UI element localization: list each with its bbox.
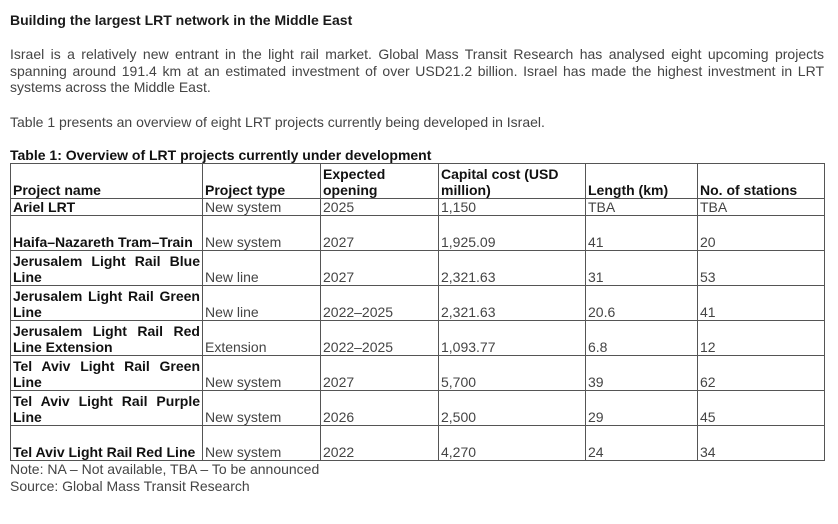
cell-project-name: Haifa–Nazareth Tram–Train bbox=[10, 215, 203, 251]
cell-stations: 20 bbox=[697, 215, 825, 251]
cell-project-type: New system bbox=[202, 215, 321, 251]
cell-length: 24 bbox=[585, 425, 698, 461]
table-caption: Table 1: Overview of LRT projects curren… bbox=[10, 147, 432, 163]
header-project-type: Project type bbox=[202, 163, 321, 199]
cell-project-type: New line bbox=[202, 285, 321, 321]
cell-capital-cost: 2,321.63 bbox=[438, 250, 586, 286]
cell-stations: 53 bbox=[697, 250, 825, 286]
cell-project-name: Tel Aviv Light Rail Purple Line bbox=[10, 390, 203, 426]
cell-length: 6.8 bbox=[585, 320, 698, 356]
header-stations: No. of stations bbox=[697, 163, 825, 199]
cell-project-type: New system bbox=[202, 425, 321, 461]
header-length: Length (km) bbox=[585, 163, 698, 199]
cell-expected-opening: 2025 bbox=[320, 198, 439, 216]
cell-expected-opening: 2027 bbox=[320, 355, 439, 391]
cell-project-name: Tel Aviv Light Rail Red Line bbox=[10, 425, 203, 461]
cell-expected-opening: 2022–2025 bbox=[320, 285, 439, 321]
cell-capital-cost: 2,321.63 bbox=[438, 285, 586, 321]
cell-stations: 41 bbox=[697, 285, 825, 321]
table-header-row: Project name Project type Expected openi… bbox=[10, 163, 825, 199]
cell-stations: 62 bbox=[697, 355, 825, 391]
cell-length: 39 bbox=[585, 355, 698, 391]
cell-capital-cost: 4,270 bbox=[438, 425, 586, 461]
cell-capital-cost: 2,500 bbox=[438, 390, 586, 426]
cell-length: 31 bbox=[585, 250, 698, 286]
cell-expected-opening: 2022 bbox=[320, 425, 439, 461]
cell-expected-opening: 2022–2025 bbox=[320, 320, 439, 356]
table-source: Source: Global Mass Transit Research bbox=[10, 477, 250, 494]
cell-stations: 12 bbox=[697, 320, 825, 356]
cell-expected-opening: 2026 bbox=[320, 390, 439, 426]
cell-length: 20.6 bbox=[585, 285, 698, 321]
header-project-name: Project name bbox=[10, 163, 203, 199]
cell-stations: TBA bbox=[697, 198, 825, 216]
table-intro-paragraph: Table 1 presents an overview of eight LR… bbox=[10, 113, 545, 130]
table-row: Tel Aviv Light Rail Green Line New syste… bbox=[10, 355, 825, 391]
table-row: Tel Aviv Light Rail Red Line New system … bbox=[10, 425, 825, 461]
cell-project-name: Jerusalem Light Rail Blue Line bbox=[10, 250, 203, 286]
cell-project-name: Jerusalem Light Rail Red Line Extension bbox=[10, 320, 203, 356]
cell-project-type: New system bbox=[202, 198, 321, 216]
table-row: Haifa–Nazareth Tram–Train New system 202… bbox=[10, 215, 825, 251]
cell-stations: 45 bbox=[697, 390, 825, 426]
cell-project-type: New system bbox=[202, 355, 321, 391]
cell-length: 41 bbox=[585, 215, 698, 251]
cell-length: 29 bbox=[585, 390, 698, 426]
cell-project-type: Extension bbox=[202, 320, 321, 356]
cell-project-name: Ariel LRT bbox=[10, 198, 203, 216]
cell-project-name: Jerusalem Light Rail Green Line bbox=[10, 285, 203, 321]
table-note: Note: NA – Not available, TBA – To be an… bbox=[10, 461, 320, 477]
cell-project-type: New system bbox=[202, 390, 321, 426]
cell-project-name: Tel Aviv Light Rail Green Line bbox=[10, 355, 203, 391]
table-row: Tel Aviv Light Rail Purple Line New syst… bbox=[10, 390, 825, 426]
table-row: Ariel LRT New system 2025 1,150 TBA TBA bbox=[10, 198, 825, 216]
cell-capital-cost: 1,150 bbox=[438, 198, 586, 216]
cell-capital-cost: 1,093.77 bbox=[438, 320, 586, 356]
header-expected-opening: Expected opening bbox=[320, 163, 439, 199]
cell-capital-cost: 5,700 bbox=[438, 355, 586, 391]
table-row: Jerusalem Light Rail Green Line New line… bbox=[10, 285, 825, 321]
lrt-projects-table: Project name Project type Expected openi… bbox=[10, 163, 825, 461]
cell-project-type: New line bbox=[202, 250, 321, 286]
article: Building the largest LRT network in the … bbox=[10, 11, 825, 494]
cell-expected-opening: 2027 bbox=[320, 250, 439, 286]
intro-paragraph: Israel is a relatively new entrant in th… bbox=[10, 46, 824, 95]
cell-stations: 34 bbox=[697, 425, 825, 461]
header-capital-cost: Capital cost (USD million) bbox=[438, 163, 586, 199]
cell-capital-cost: 1,925.09 bbox=[438, 215, 586, 251]
table-row: Jerusalem Light Rail Blue Line New line … bbox=[10, 250, 825, 286]
table-row: Jerusalem Light Rail Red Line Extension … bbox=[10, 320, 825, 356]
article-title: Building the largest LRT network in the … bbox=[10, 12, 353, 28]
cell-length: TBA bbox=[585, 198, 698, 216]
cell-expected-opening: 2027 bbox=[320, 215, 439, 251]
